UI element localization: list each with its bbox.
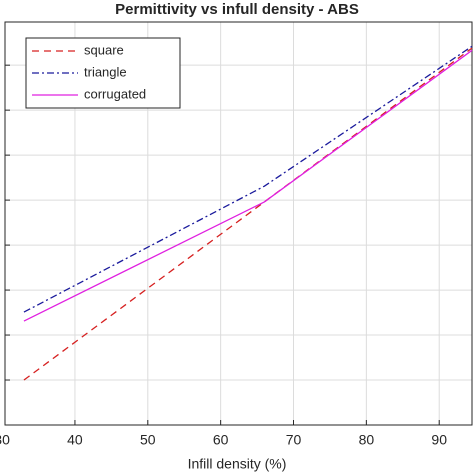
- x-tick-label: 70: [286, 432, 302, 448]
- chart-title: Permittivity vs infull density - ABS: [115, 1, 359, 18]
- x-tick-label: 80: [359, 432, 375, 448]
- legend-label: corrugated: [84, 86, 146, 101]
- x-tick-label: 30: [0, 432, 10, 448]
- plot-frame: [4, 21, 473, 426]
- x-axis-label: Infill density (%): [188, 456, 287, 472]
- series-line: [23, 49, 473, 322]
- legend-label: triangle: [84, 64, 127, 79]
- x-tick-label: 90: [431, 432, 447, 448]
- legend-label: square: [84, 42, 124, 57]
- x-tick-label: 40: [67, 432, 83, 448]
- series-line: [23, 45, 473, 313]
- x-tick-label: 50: [140, 432, 156, 448]
- series-line: [23, 47, 473, 381]
- x-tick-label: 60: [213, 432, 229, 448]
